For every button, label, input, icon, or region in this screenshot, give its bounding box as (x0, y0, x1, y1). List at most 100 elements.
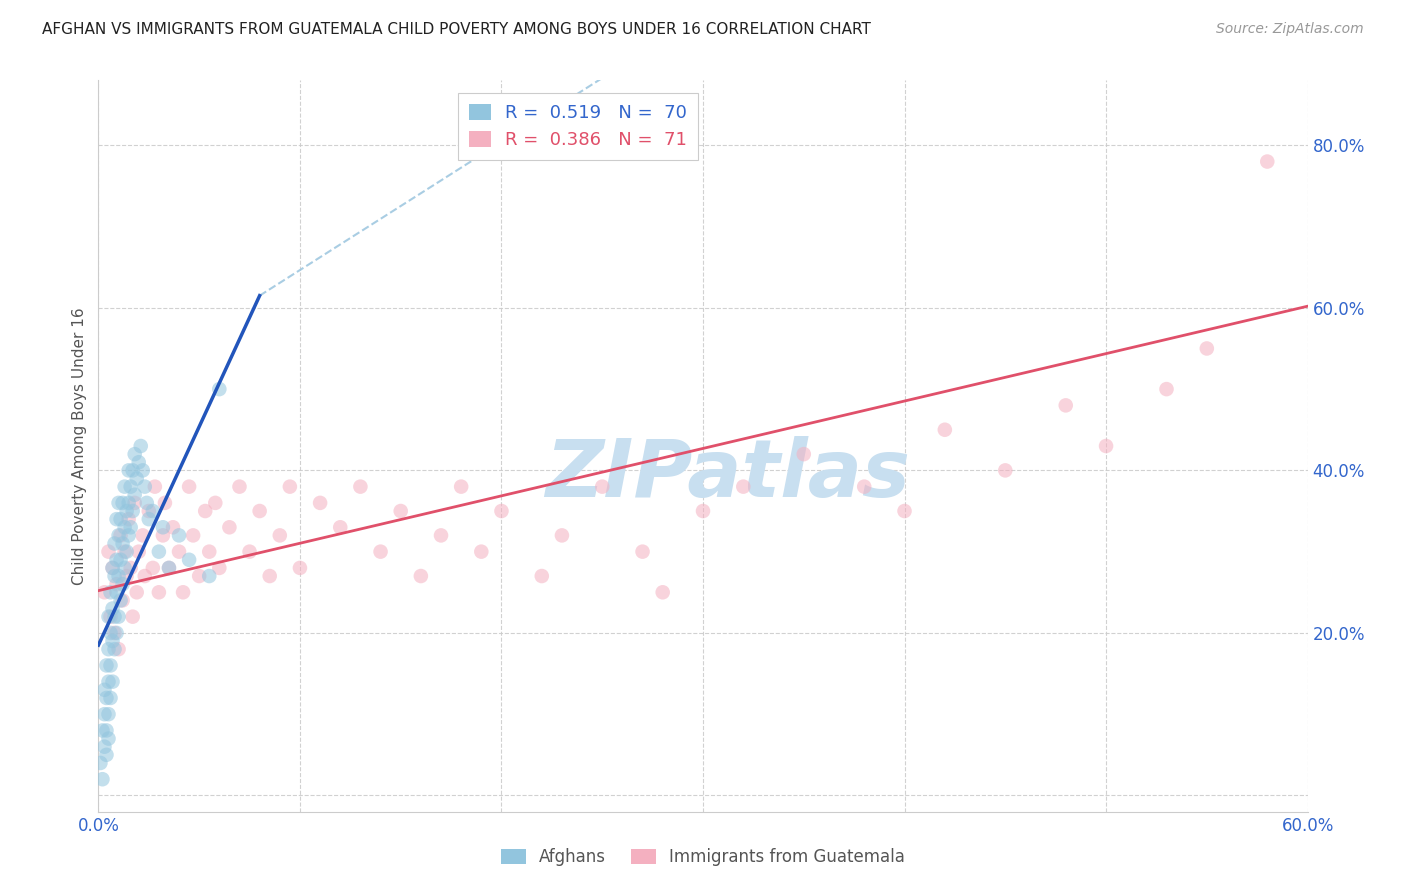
Point (288, 561, 311, 575)
Point (120, 561, 142, 575)
Point (118, 512, 141, 526)
Point (107, 528, 129, 542)
Point (103, 626, 125, 640)
Point (551, 528, 574, 542)
Point (103, 536, 125, 550)
Point (129, 439, 152, 453)
Point (132, 528, 155, 542)
Point (1195, 342, 1218, 356)
Point (114, 480, 136, 494)
Point (103, 569, 125, 583)
Point (733, 480, 755, 494)
Point (111, 536, 134, 550)
Point (97, 544, 120, 558)
Point (631, 544, 654, 558)
Point (125, 471, 148, 485)
Point (142, 561, 165, 575)
Point (100, 609, 122, 624)
Point (114, 520, 136, 534)
Point (198, 569, 221, 583)
Point (470, 544, 492, 558)
Point (450, 480, 472, 494)
Point (120, 480, 142, 494)
Point (118, 463, 141, 477)
Point (409, 569, 432, 583)
Point (138, 512, 160, 526)
Point (97, 674, 120, 689)
Point (107, 496, 129, 510)
Point (162, 520, 184, 534)
Point (167, 528, 190, 542)
Point (167, 544, 190, 558)
Point (208, 382, 231, 396)
Point (157, 561, 180, 575)
Point (329, 520, 352, 534)
Point (309, 496, 332, 510)
Point (110, 512, 132, 526)
Point (114, 544, 136, 558)
Point (97, 731, 120, 746)
Point (1095, 439, 1118, 453)
Point (111, 496, 134, 510)
Point (194, 504, 217, 518)
Point (110, 553, 132, 567)
Text: AFGHAN VS IMMIGRANTS FROM GUATEMALA CHILD POVERTY AMONG BOYS UNDER 16 CORRELATIO: AFGHAN VS IMMIGRANTS FROM GUATEMALA CHIL… (42, 22, 872, 37)
Point (101, 674, 124, 689)
Point (152, 520, 174, 534)
Point (96, 747, 118, 762)
Point (148, 585, 170, 599)
Point (177, 480, 201, 494)
Point (128, 544, 150, 558)
Text: Source: ZipAtlas.com: Source: ZipAtlas.com (1216, 22, 1364, 37)
Point (110, 593, 132, 607)
Point (389, 504, 412, 518)
Point (121, 504, 143, 518)
Point (97, 642, 120, 657)
Point (1156, 382, 1178, 396)
Point (651, 585, 673, 599)
Point (239, 544, 262, 558)
Point (115, 504, 138, 518)
Point (110, 528, 132, 542)
Point (91, 772, 114, 787)
Point (97, 609, 120, 624)
Point (101, 634, 124, 648)
Point (349, 480, 371, 494)
Point (120, 520, 142, 534)
Point (893, 504, 915, 518)
Point (111, 593, 134, 607)
Point (994, 463, 1017, 477)
Point (278, 480, 301, 494)
Point (101, 561, 124, 575)
Point (105, 553, 128, 567)
Point (204, 496, 226, 510)
Point (105, 512, 128, 526)
Point (134, 569, 156, 583)
Point (1256, 154, 1278, 169)
Point (249, 504, 271, 518)
Point (218, 520, 240, 534)
Point (100, 690, 122, 705)
Point (1054, 398, 1077, 412)
Point (101, 601, 124, 615)
Point (115, 544, 138, 558)
Point (208, 561, 231, 575)
Point (198, 544, 221, 558)
Point (135, 496, 157, 510)
Point (93, 739, 115, 754)
Point (97, 707, 120, 722)
Point (591, 480, 613, 494)
Point (793, 447, 815, 461)
Point (103, 609, 125, 624)
Point (153, 496, 176, 510)
Point (259, 569, 281, 583)
Point (157, 561, 180, 575)
Point (121, 463, 143, 477)
Point (118, 496, 141, 510)
Point (107, 609, 129, 624)
Point (100, 658, 122, 673)
Point (269, 528, 291, 542)
Point (128, 455, 150, 469)
Point (93, 585, 115, 599)
Point (152, 528, 174, 542)
